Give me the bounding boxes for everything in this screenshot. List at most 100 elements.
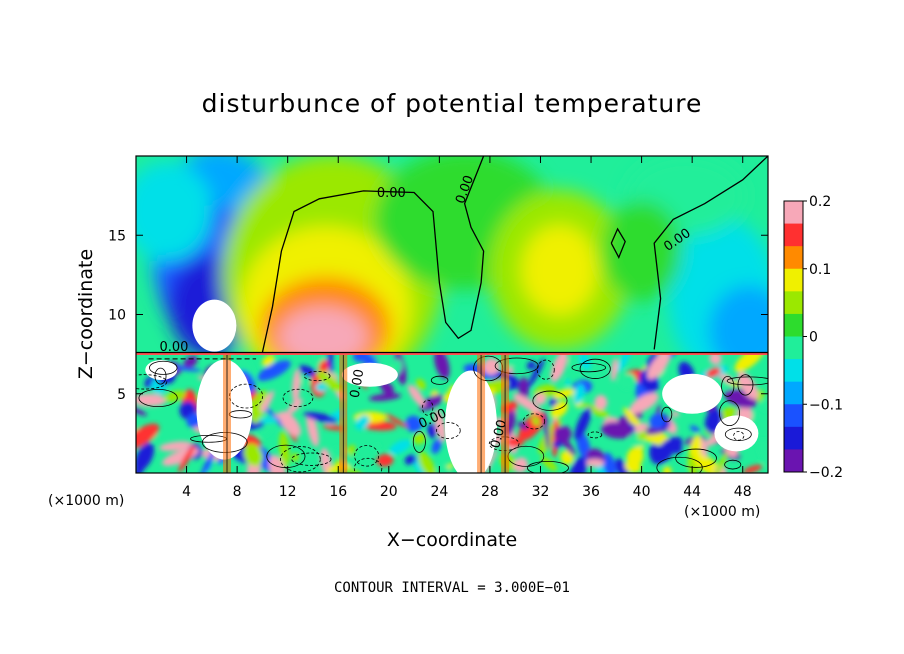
turbulent-eddy [601, 421, 633, 439]
lower-contour-ring [536, 359, 555, 380]
lower-contour-ring [724, 427, 752, 442]
x-tick-label: 20 [380, 484, 398, 500]
lower-white-region [662, 373, 723, 414]
turbulent-eddy [718, 374, 736, 385]
turbulent-eddy [550, 355, 568, 383]
turbulent-eddy [617, 355, 633, 372]
lower-contour-ring [138, 388, 178, 408]
lower-turbulent-field [136, 355, 768, 473]
turbulent-eddy [204, 461, 241, 473]
x-tick-label: 4 [182, 484, 191, 500]
turbulent-eddy [404, 454, 417, 465]
turbulent-eddy [418, 451, 436, 473]
upper-white-core [192, 299, 237, 352]
turbulent-eddy [671, 411, 680, 417]
lower-contour-ring [726, 376, 768, 386]
lower-contour-ring [436, 422, 461, 439]
lower-contour-ring [656, 456, 703, 473]
turbulent-eddy [512, 393, 542, 414]
turbulent-eddy [602, 452, 617, 473]
turbulent-eddy [279, 411, 302, 437]
x-unit-right: (×1000 m) [684, 504, 760, 520]
turbulent-eddy [517, 421, 529, 430]
contour-label: 0.00 [377, 186, 406, 201]
x-tick-label: 24 [430, 484, 448, 500]
lower-contour-ring [282, 388, 314, 407]
contour-interval-note: CONTOUR INTERVAL = 3.000E−01 [334, 580, 570, 596]
colorbar-swatch [784, 381, 803, 405]
turbulent-eddy [389, 439, 411, 455]
contour-lines [136, 156, 768, 360]
turbulent-eddy [322, 424, 345, 431]
contour-label: 0.00 [348, 368, 368, 399]
turbulent-eddy [569, 456, 587, 473]
turbulent-eddy [518, 411, 546, 441]
colorbar-swatch [784, 336, 803, 360]
turbulent-eddy [384, 413, 408, 428]
y-tick-label: 15 [108, 228, 126, 244]
turbulent-eddy [371, 443, 381, 450]
turbulent-eddy [136, 393, 167, 407]
colorbar-swatch [784, 268, 803, 292]
turbulent-eddy [316, 370, 343, 393]
colorbar: 0.2 0.1 0 −0.1 −0.2 [783, 194, 843, 481]
colorbar-swatch [784, 223, 803, 247]
x-axis-ticks: 4 8 12 16 20 24 28 32 36 40 44 48 [182, 156, 752, 500]
lower-contour-ring [721, 376, 735, 397]
turbulent-eddy [482, 358, 500, 375]
turbulent-eddy [582, 403, 610, 418]
turbulent-eddy [183, 355, 198, 369]
lower-contour-ring [430, 375, 449, 385]
turbulent-eddy [712, 450, 729, 473]
x-tick-label: 8 [233, 484, 242, 500]
colorbar-swatch [784, 449, 803, 473]
lower-contour-ring [527, 460, 569, 473]
turbulent-eddy [534, 392, 547, 405]
turbulent-eddy [647, 355, 671, 380]
turbulent-eddy [573, 384, 585, 405]
turbulent-eddy [584, 458, 605, 467]
turbulent-eddy [565, 378, 570, 387]
turbulent-eddy [159, 441, 193, 452]
turbulent-eddy [279, 430, 290, 469]
inversion-band [136, 352, 768, 356]
turbulent-eddy [709, 355, 722, 365]
turbulent-eddy [434, 355, 450, 379]
turbulent-eddy [734, 355, 765, 373]
lower-contour-ring [422, 399, 434, 416]
turbulent-eddy [506, 437, 524, 447]
lower-contour-ring [724, 459, 742, 470]
lower-contour-ring [532, 390, 568, 411]
turbulent-eddy [615, 458, 630, 473]
lower-contour-ring [718, 400, 740, 426]
upper-temperature-field [136, 156, 768, 395]
turbulent-eddy [258, 390, 275, 416]
lower-contour-ring [154, 367, 167, 385]
lower-white-region [341, 362, 398, 387]
y-axis-label: Z−coordinate [75, 249, 97, 379]
turbulent-eddy [611, 357, 618, 382]
turbulent-eddy [136, 406, 147, 416]
lower-contour-ring [229, 383, 264, 409]
lower-contour-ring [291, 452, 332, 466]
y-axis-ticks: 5 10 15 [108, 228, 768, 403]
x-tick-label: 12 [279, 484, 297, 500]
x-tick-label: 40 [633, 484, 651, 500]
chart-title: disturbunce of potential temperature [202, 89, 703, 118]
turbulent-eddy [136, 463, 145, 473]
turbulent-eddy [526, 361, 536, 370]
turbulent-eddy [136, 423, 160, 450]
turbulent-eddy [178, 444, 196, 473]
colorbar-swatch [784, 291, 803, 315]
colorbar-swatch [784, 201, 803, 225]
x-tick-label: 48 [734, 484, 752, 500]
x-tick-label: 28 [481, 484, 499, 500]
lower-contour-ring [149, 360, 178, 375]
colorbar-tick-label: 0.1 [809, 262, 831, 278]
turbulent-eddy [649, 413, 666, 430]
turbulent-eddy [257, 360, 291, 381]
field-blob [278, 306, 369, 367]
lower-contour-ring [280, 446, 321, 473]
colorbar-tick-label: 0 [809, 330, 818, 346]
